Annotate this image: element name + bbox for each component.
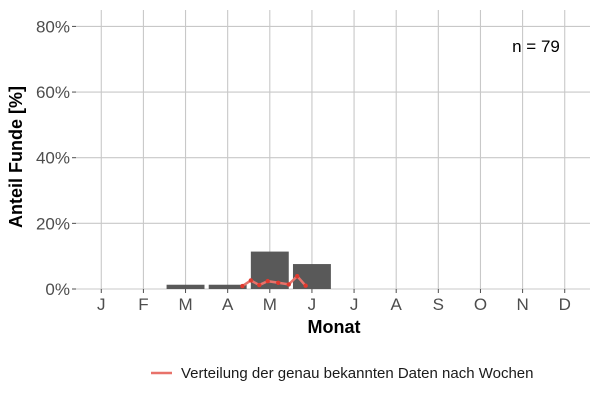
y-axis-title: Anteil Funde [%] xyxy=(6,86,26,228)
week-point-4 xyxy=(276,280,281,285)
week-point-1 xyxy=(248,278,254,283)
x-tick-label-3: A xyxy=(222,295,234,314)
x-tick-label-7: A xyxy=(391,295,403,314)
week-point-3 xyxy=(265,278,270,284)
week-point-6 xyxy=(294,273,300,279)
sample-size-annotation: n = 79 xyxy=(512,37,560,56)
bar-3 xyxy=(208,284,247,289)
week-line xyxy=(240,273,308,289)
week-point-2 xyxy=(257,282,262,288)
legend: Verteilung der genau bekannten Daten nac… xyxy=(151,365,534,382)
x-tick-label-10: N xyxy=(516,295,528,314)
x-tick-label-5: J xyxy=(308,295,317,314)
y-tick-label-2: 40% xyxy=(36,149,70,168)
x-tick-label-11: D xyxy=(559,295,571,314)
x-tick-label-9: O xyxy=(474,295,487,314)
x-tick-label-0: J xyxy=(97,295,106,314)
x-tick-label-6: J xyxy=(350,295,359,314)
x-tick-label-2: M xyxy=(178,295,192,314)
x-axis-title: Monat xyxy=(308,317,361,337)
legend-label: Verteilung der genau bekannten Daten nac… xyxy=(181,365,534,382)
y-tick-label-0: 0% xyxy=(45,280,70,299)
x-tick-label-4: M xyxy=(263,295,277,314)
y-tick-labels: 0% 20% 40% 60% 80% xyxy=(36,17,76,299)
week-point-7 xyxy=(303,283,308,288)
week-point-5 xyxy=(286,282,291,287)
y-tick-label-3: 60% xyxy=(36,83,70,102)
x-tick-label-8: S xyxy=(433,295,444,314)
grid xyxy=(76,10,590,290)
bar-2 xyxy=(166,284,205,289)
week-point-0 xyxy=(240,283,245,289)
y-tick-label-1: 20% xyxy=(36,214,70,233)
x-tick-label-1: F xyxy=(138,295,148,314)
bars xyxy=(166,251,331,289)
y-tick-label-4: 80% xyxy=(36,17,70,36)
